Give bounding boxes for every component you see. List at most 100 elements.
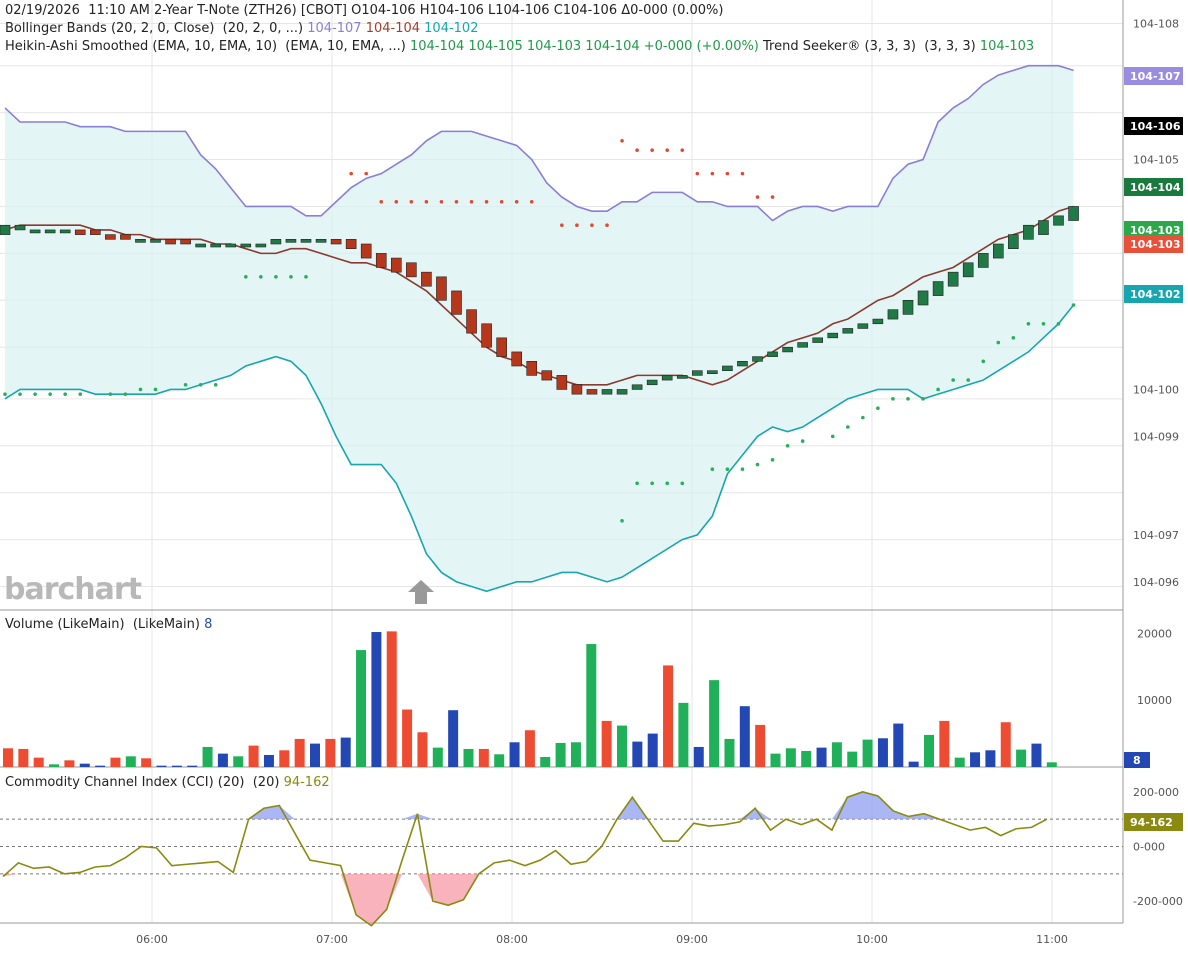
trend-seeker-dot <box>710 171 715 176</box>
ha-candle <box>345 239 357 249</box>
trend-seeker-dot <box>740 467 745 472</box>
price-tag-bg <box>1124 117 1183 135</box>
volume-bar <box>801 750 812 767</box>
ha-candle <box>180 239 191 245</box>
volume-bar <box>816 747 827 767</box>
trend-seeker-dot <box>560 223 564 228</box>
cci-line <box>0 791 1123 927</box>
volume-bar <box>755 724 766 767</box>
volume-bar <box>340 737 351 767</box>
trend-seeker-dot <box>364 171 369 176</box>
trend-seeker-dot <box>304 275 308 279</box>
ha-candle <box>902 300 914 315</box>
volume-bar <box>601 720 612 767</box>
trend-seeker-dot <box>1041 321 1046 326</box>
price-tag-bg <box>1124 221 1183 239</box>
ha-candle <box>150 239 161 243</box>
trend-seeker-dot <box>33 392 37 396</box>
time-tick-label: 06:00 <box>136 933 168 946</box>
trend-seeker-dot <box>514 199 519 204</box>
trend-seeker-dot <box>951 378 955 382</box>
volume-bar <box>79 763 90 767</box>
trend-seeker-dot <box>198 382 203 387</box>
trend-seeker-dot <box>575 223 579 228</box>
price-tick-label: 104-097 <box>1133 529 1179 542</box>
cci-oversold-fill <box>3 873 1047 926</box>
trend-seeker-dot <box>3 392 7 396</box>
bb-mid-value: 104-104 <box>365 21 421 36</box>
volume-bar <box>171 765 182 767</box>
volume-bar <box>647 733 658 767</box>
trend-seeker-dot <box>846 425 850 429</box>
trend-seeker-dot <box>213 382 218 387</box>
volume-bar <box>371 632 382 767</box>
volume-bar <box>862 739 873 767</box>
ha-values: 104-104 104-105 104-103 104-104 +0-000 (… <box>409 39 759 54</box>
trend-seeker-dot <box>590 223 594 228</box>
ha-candle <box>526 361 538 376</box>
trend-seeker-dot <box>123 392 128 396</box>
ha-candle <box>977 253 989 268</box>
trend-seeker-dot <box>785 443 790 448</box>
volume-bar <box>877 738 888 767</box>
time-tick-label: 08:00 <box>496 933 528 946</box>
cci-legend: Commodity Channel Index (CCI) (20) (20) … <box>5 775 330 790</box>
volume-bar <box>693 746 704 767</box>
trend-seeker-dot <box>695 171 700 176</box>
price-tag-bg <box>1124 67 1183 85</box>
volume-bar <box>217 753 228 767</box>
ha-candle <box>330 239 342 245</box>
volume-bar <box>985 750 996 767</box>
volume-legend: Volume (LikeMain) (LikeMain) 8 <box>5 617 213 632</box>
ha-candle <box>661 375 673 381</box>
price-tag-label: 104-103 <box>1130 238 1181 251</box>
volume-bar <box>770 753 781 767</box>
trend-seeker-dot <box>740 171 745 176</box>
price-tick-label: 104-105 <box>1133 154 1179 167</box>
heikin-ashi-legend: Heikin-Ashi Smoothed (EMA, 10, EMA, 10) … <box>5 39 1035 54</box>
volume-tag-label: 8 <box>1133 754 1141 767</box>
ha-candle <box>646 379 658 386</box>
volume-bar <box>555 742 566 767</box>
price-tag-bg <box>1124 178 1183 196</box>
ha-candle <box>541 370 553 381</box>
ha-candle <box>691 370 703 376</box>
ha-candle <box>827 332 839 339</box>
ha-candle <box>1023 224 1034 240</box>
price-tag-bg <box>1124 285 1183 303</box>
ha-candle <box>782 346 793 353</box>
barchart-watermark: barchart <box>4 572 142 607</box>
volume-bar <box>110 757 121 767</box>
ha-candle <box>676 375 688 379</box>
volume-bar <box>125 756 136 767</box>
trend-seeker-dot <box>153 387 158 392</box>
volume-bar <box>64 760 75 767</box>
volume-bar <box>310 743 320 767</box>
cci-tag-label: 94-162 <box>1130 816 1173 829</box>
ha-candle <box>586 389 598 395</box>
price-tick-label: 104-100 <box>1133 383 1179 396</box>
ha-candle <box>29 229 41 234</box>
volume-bar <box>831 742 842 767</box>
time-tick-label: 07:00 <box>316 933 348 946</box>
trend-seeker-dot <box>138 387 143 392</box>
ha-candle <box>120 234 131 240</box>
ha-candle <box>767 351 778 357</box>
ha-candle <box>797 342 808 348</box>
ha-candle <box>406 262 417 278</box>
trend-seeker-dot <box>635 148 639 152</box>
price-tag: 104-102 <box>1124 285 1183 303</box>
trend-seeker-dot <box>665 148 669 152</box>
volume-bar <box>724 738 735 767</box>
volume-bar <box>954 757 965 767</box>
ha-candle <box>737 361 748 367</box>
ha-candle <box>556 375 568 390</box>
cci-tick-label: 200-000 <box>1133 786 1179 799</box>
price-tag-label: 104-107 <box>1130 70 1181 83</box>
volume-bar <box>141 758 152 767</box>
volume-value-tag: 8 <box>1124 752 1150 768</box>
volume-bar <box>970 752 981 767</box>
ha-candle <box>0 224 11 235</box>
ha-candle <box>1038 220 1049 235</box>
